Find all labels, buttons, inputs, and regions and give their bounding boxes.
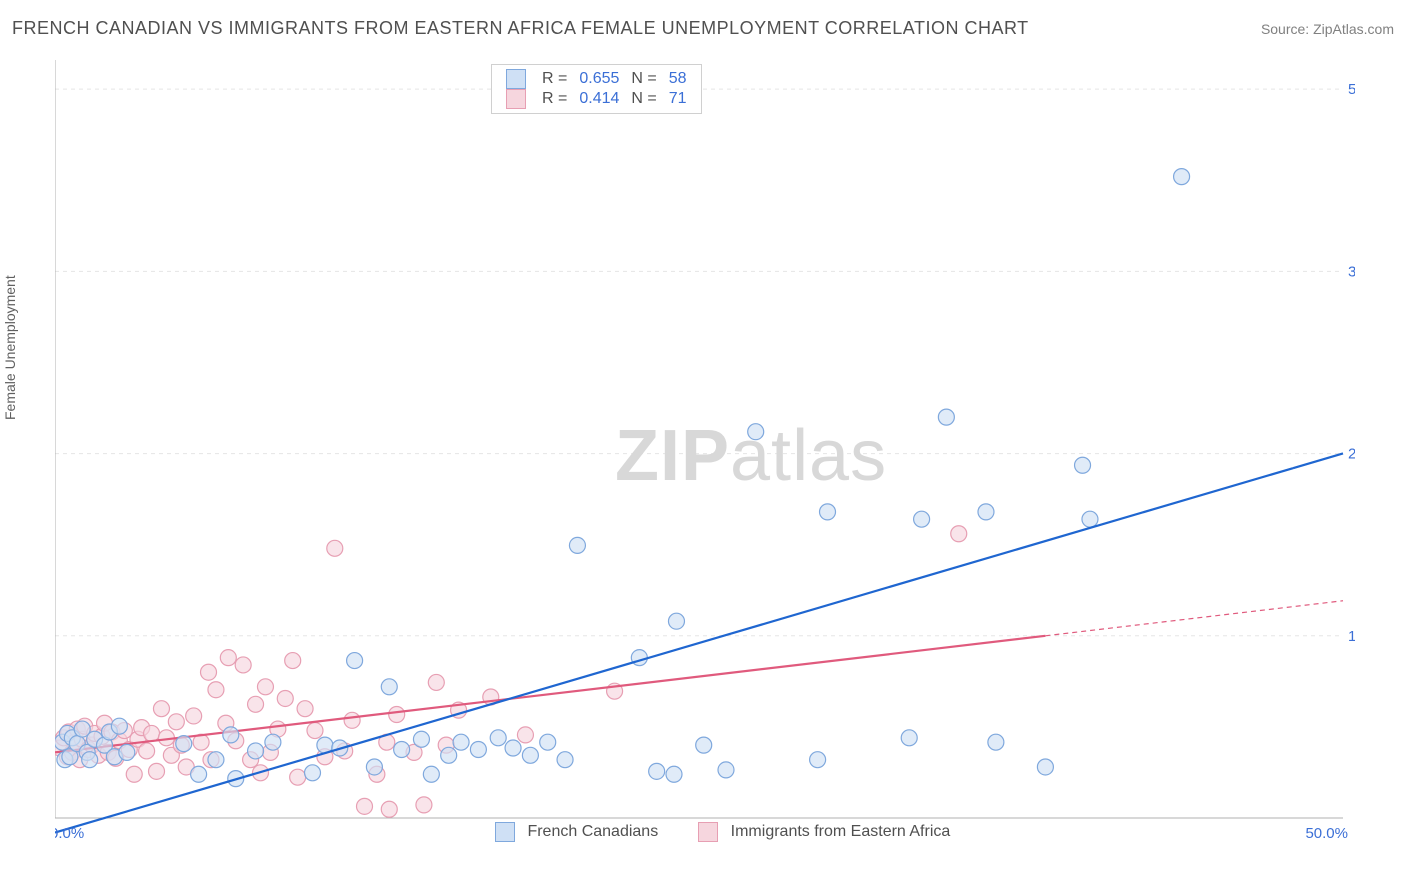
svg-text:50.0%: 50.0% xyxy=(1348,81,1355,98)
legend-series: French Canadians Immigrants from Eastern… xyxy=(495,822,950,842)
chart-header: FRENCH CANADIAN VS IMMIGRANTS FROM EASTE… xyxy=(12,18,1394,39)
chart-area: 12.5%25.0%37.5%50.0%0.0%50.0% ZIPatlas R… xyxy=(55,60,1355,840)
legend-swatch-series-0 xyxy=(495,822,515,842)
legend-label-series-1: Immigrants from Eastern Africa xyxy=(731,823,951,840)
chart-title: FRENCH CANADIAN VS IMMIGRANTS FROM EASTE… xyxy=(12,18,1029,39)
r-label: R = xyxy=(536,69,573,89)
legend-item-series-1: Immigrants from Eastern Africa xyxy=(698,822,950,842)
svg-text:37.5%: 37.5% xyxy=(1348,263,1355,280)
svg-text:12.5%: 12.5% xyxy=(1348,628,1355,645)
r-value-series-0: 0.655 xyxy=(573,69,625,89)
legend-row-series-0: R = 0.655 N = 58 xyxy=(500,69,693,89)
legend-swatch-series-0 xyxy=(506,69,526,89)
r-label: R = xyxy=(536,89,573,109)
n-label: N = xyxy=(625,69,662,89)
n-value-series-0: 58 xyxy=(663,69,693,89)
legend-swatch-series-1 xyxy=(698,822,718,842)
legend-swatch-series-1 xyxy=(506,89,526,109)
y-axis-label: Female Unemployment xyxy=(2,275,18,420)
svg-text:0.0%: 0.0% xyxy=(55,825,84,840)
legend-label-series-0: French Canadians xyxy=(527,823,658,840)
chart-source: Source: ZipAtlas.com xyxy=(1261,21,1394,37)
n-label: N = xyxy=(625,89,662,109)
legend-correlation: R = 0.655 N = 58 R = 0.414 N = 71 xyxy=(491,64,702,114)
chart-svg: 12.5% 25.0% 37.5% 50.0% 0.0% 50.0% xyxy=(55,60,1355,840)
n-value-series-1: 71 xyxy=(663,89,693,109)
legend-row-series-1: R = 0.414 N = 71 xyxy=(500,89,693,109)
svg-text:50.0%: 50.0% xyxy=(1305,825,1348,840)
svg-text:25.0%: 25.0% xyxy=(1348,446,1355,463)
r-value-series-1: 0.414 xyxy=(573,89,625,109)
legend-item-series-0: French Canadians xyxy=(495,822,658,842)
